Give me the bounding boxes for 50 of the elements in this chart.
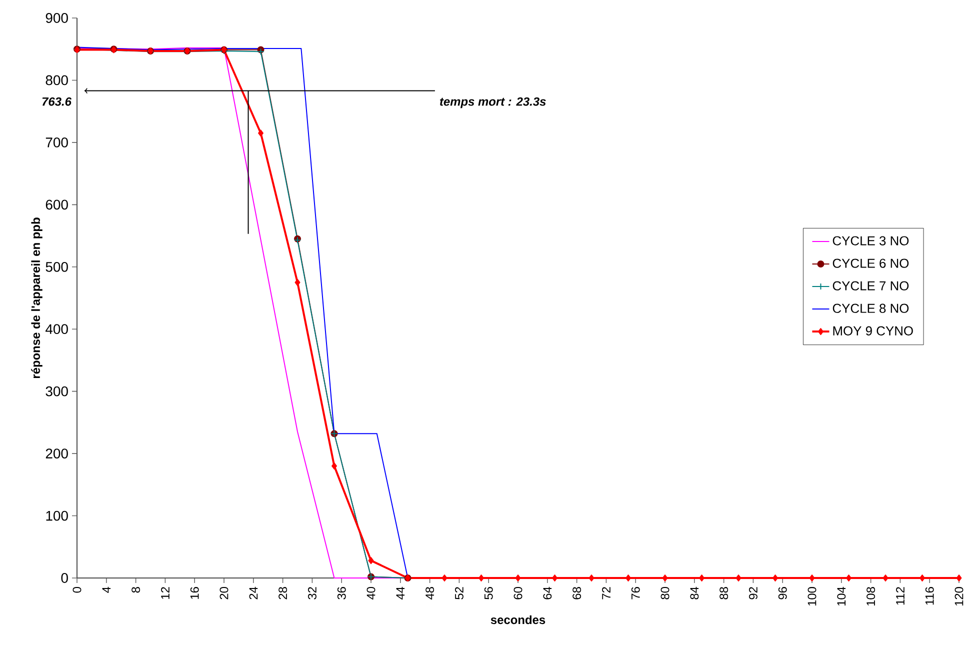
x-tick-label: 64 bbox=[543, 586, 552, 600]
x-tick-label: 52 bbox=[454, 587, 464, 600]
x-tick-label: 112 bbox=[896, 587, 904, 605]
x-axis-title: secondes bbox=[490, 615, 546, 624]
x-tick-label: 88 bbox=[720, 587, 728, 600]
legend-label: CYCLE 8 NO bbox=[832, 304, 909, 313]
legend-label: MOY 9 CYNO bbox=[833, 326, 913, 336]
annotation: temps mort : 23.3s bbox=[440, 97, 546, 108]
x-tick-label: 0 bbox=[72, 586, 82, 593]
text: 763.6 bbox=[42, 97, 72, 106]
x-tick-label: 68 bbox=[572, 587, 582, 600]
x-tick-label: 4 bbox=[102, 586, 111, 593]
y-axis-title: réponse de l'appareil en ppb bbox=[31, 218, 42, 378]
x-tick-label: 32 bbox=[308, 587, 316, 600]
legend-label: CYCLE 3 NO bbox=[832, 236, 909, 246]
x-tick-label: 16 bbox=[190, 587, 199, 599]
x-tick-label: 120 bbox=[954, 586, 964, 606]
x-tick-label: 100 bbox=[808, 586, 816, 606]
x-tick-label: 48 bbox=[426, 587, 434, 600]
x-tick-label: 36 bbox=[337, 587, 346, 600]
x-tick-label: 108 bbox=[866, 587, 876, 606]
x-tick-label: 84 bbox=[690, 586, 699, 600]
x-tick-label: 24 bbox=[249, 586, 258, 600]
x-tick-label: 12 bbox=[161, 587, 170, 599]
legend-label: CYCLE 6 NO bbox=[832, 258, 909, 268]
x-tick-label: 28 bbox=[278, 587, 288, 600]
y-tick-label: 900 bbox=[46, 13, 68, 23]
y-tick-label: 300 bbox=[46, 386, 68, 396]
y-tick-label: 500 bbox=[46, 262, 68, 272]
y-tick-label: 100 bbox=[46, 510, 68, 521]
y-tick-label: 600 bbox=[46, 200, 68, 210]
x-tick-label: 40 bbox=[366, 586, 376, 600]
legend-label: CYCLE 7 NO bbox=[832, 281, 909, 290]
y-tick-label: 800 bbox=[46, 75, 68, 86]
x-tick-label: 60 bbox=[514, 586, 522, 600]
x-tick-label: 72 bbox=[602, 587, 610, 600]
y-tick-label: 700 bbox=[46, 138, 68, 148]
x-tick-label: 116 bbox=[925, 587, 934, 605]
y-tick-label: 400 bbox=[46, 324, 68, 334]
x-tick-label: 56 bbox=[484, 587, 493, 600]
x-tick-label: 8 bbox=[132, 587, 140, 593]
y-tick-label: 200 bbox=[46, 448, 68, 458]
x-tick-label: 76 bbox=[631, 587, 640, 600]
y-tick-label: 0 bbox=[61, 573, 68, 583]
x-tick-label: 20 bbox=[220, 586, 228, 600]
x-tick-label: 96 bbox=[778, 587, 787, 600]
x-tick-label: 44 bbox=[396, 586, 405, 600]
x-tick-label: 80 bbox=[660, 586, 670, 600]
x-tick-label: 104 bbox=[837, 586, 846, 606]
x-tick-label: 92 bbox=[748, 587, 758, 600]
